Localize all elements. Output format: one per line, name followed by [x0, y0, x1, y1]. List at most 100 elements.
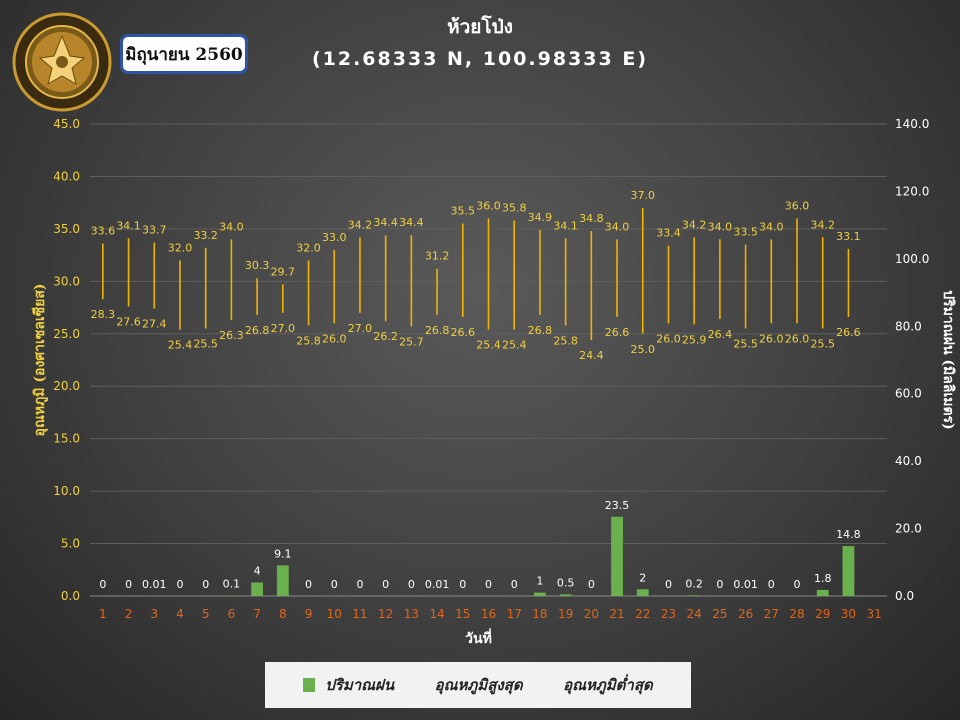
x-tick-label: 10 [327, 607, 342, 621]
tmax-data-label: 31.2 [425, 250, 450, 263]
tmax-data-label: 36.0 [476, 199, 501, 212]
tmin-data-label: 25.5 [810, 338, 835, 351]
x-tick-label: 8 [279, 607, 287, 621]
legend-label-rain: ปริมาณฝน [325, 676, 395, 694]
tmin-data-label: 26.8 [425, 324, 450, 337]
tmin-data-label: 26.0 [785, 332, 810, 345]
rain-bar [276, 565, 289, 596]
rain-bar [534, 592, 546, 596]
x-tick-label: 16 [481, 607, 496, 621]
tmax-data-label: 35.5 [451, 205, 476, 218]
rain-data-label: 1 [536, 575, 543, 588]
legend-label-tmin: อุณหภูมิต่ำสุด [563, 676, 653, 694]
x-tick-label: 4 [176, 607, 184, 621]
tmax-data-label: 33.0 [322, 231, 347, 244]
tmin-data-label: 25.4 [476, 339, 501, 352]
tmax-data-label: 30.3 [245, 259, 270, 272]
tmin-data-label: 27.0 [348, 322, 373, 335]
x-tick-label: 7 [253, 607, 261, 621]
tmax-data-label: 34.1 [116, 219, 141, 232]
y-right-tick-label: 140.0 [895, 117, 929, 131]
y-left-tick-label: 20.0 [53, 379, 80, 393]
y-left-tick-label: 0.0 [61, 589, 80, 603]
x-tick-label: 13 [404, 607, 419, 621]
tmin-data-label: 25.4 [502, 339, 527, 352]
x-tick-label: 22 [635, 607, 650, 621]
tmax-data-label: 37.0 [631, 189, 656, 202]
x-tick-label: 29 [815, 607, 830, 621]
rain-data-label: 0 [511, 578, 518, 591]
rain-data-label: 0 [459, 578, 466, 591]
x-tick-label: 30 [841, 607, 856, 621]
rain-bar [688, 595, 701, 596]
rain-data-label: 0.01 [425, 578, 450, 591]
tmax-data-label: 34.1 [553, 219, 578, 232]
x-tick-label: 31 [867, 607, 882, 621]
x-tick-label: 6 [228, 607, 236, 621]
tmin-data-label: 24.4 [579, 349, 604, 362]
tmax-data-label: 35.8 [502, 201, 527, 214]
tmin-data-label: 26.8 [245, 324, 270, 337]
rain-data-label: 4 [254, 565, 261, 578]
legend-item-tmax: อุณหภูมิสูงสุด [435, 673, 523, 697]
x-tick-label: 5 [202, 607, 210, 621]
x-tick-label: 2 [125, 607, 133, 621]
y-left-tick-label: 45.0 [53, 117, 80, 131]
tmax-data-label: 34.4 [399, 216, 424, 229]
rain-data-label: 0.01 [733, 578, 758, 591]
rain-data-label: 0 [202, 578, 209, 591]
rain-bar [251, 582, 264, 596]
x-tick-label: 20 [584, 607, 599, 621]
tmax-data-label: 34.2 [810, 218, 835, 231]
rain-data-label: 9.1 [274, 547, 292, 560]
rain-data-label: 0 [305, 578, 312, 591]
meteorological-department-seal-icon [12, 12, 112, 112]
y-right-tick-label: 120.0 [895, 184, 929, 198]
tmax-data-label: 34.2 [682, 218, 707, 231]
tmin-data-label: 28.3 [91, 308, 116, 321]
rain-data-label: 0 [356, 578, 363, 591]
chart-subtitle-coords: (12.68333 N, 100.98333 E) [311, 48, 649, 70]
y-left-tick-label: 10.0 [53, 484, 80, 498]
tmin-data-label: 26.2 [373, 330, 398, 343]
rain-data-label: 0.5 [557, 576, 575, 589]
y-right-tick-label: 80.0 [895, 319, 922, 333]
tmax-data-label: 34.0 [759, 220, 784, 233]
x-tick-label: 14 [429, 607, 444, 621]
tmax-data-label: 34.0 [219, 220, 244, 233]
month-label: มิถุนายน 2560 [120, 34, 248, 74]
rain-data-label: 0.1 [223, 578, 241, 591]
tmin-data-label: 26.0 [759, 332, 784, 345]
x-tick-label: 9 [305, 607, 313, 621]
rain-data-label: 1.8 [814, 572, 832, 585]
tmin-data-label: 25.7 [399, 335, 424, 348]
y-right-tick-label: 0.0 [895, 589, 914, 603]
x-tick-label: 27 [764, 607, 779, 621]
x-tick-label: 1 [99, 607, 107, 621]
y-left-tick-label: 30.0 [53, 274, 80, 288]
tmin-data-label: 26.6 [605, 326, 630, 339]
tmax-data-label: 29.7 [271, 265, 296, 278]
tmin-data-label: 25.5 [193, 338, 218, 351]
rain-data-label: 0 [588, 578, 595, 591]
tmax-data-label: 36.0 [785, 199, 810, 212]
tmin-data-label: 26.3 [219, 329, 244, 342]
y-left-tick-label: 40.0 [53, 169, 80, 183]
x-axis-title: วันที่ [465, 628, 492, 647]
tmax-data-label: 32.0 [296, 241, 321, 254]
legend-item-rain: ปริมาณฝน [303, 673, 394, 697]
y-left-tick-label: 15.0 [53, 432, 80, 446]
chart-legend: ปริมาณฝน อุณหภูมิสูงสุด อุณหภูมิต่ำสุด [265, 662, 691, 708]
rain-data-label: 2 [639, 571, 646, 584]
tmax-data-label: 34.8 [579, 212, 604, 225]
rain-data-label: 0 [382, 578, 389, 591]
x-tick-label: 21 [609, 607, 624, 621]
tmin-data-label: 25.8 [296, 334, 321, 347]
x-tick-label: 23 [661, 607, 676, 621]
tmin-data-label: 25.8 [553, 334, 578, 347]
y-left-tick-label: 5.0 [61, 537, 80, 551]
rain-data-label: 0 [768, 578, 775, 591]
x-tick-label: 26 [738, 607, 753, 621]
y-right-axis-title: ปริมาณฝน (มิลลิเมตร) [940, 290, 956, 429]
rain-data-label: 0.01 [142, 578, 167, 591]
